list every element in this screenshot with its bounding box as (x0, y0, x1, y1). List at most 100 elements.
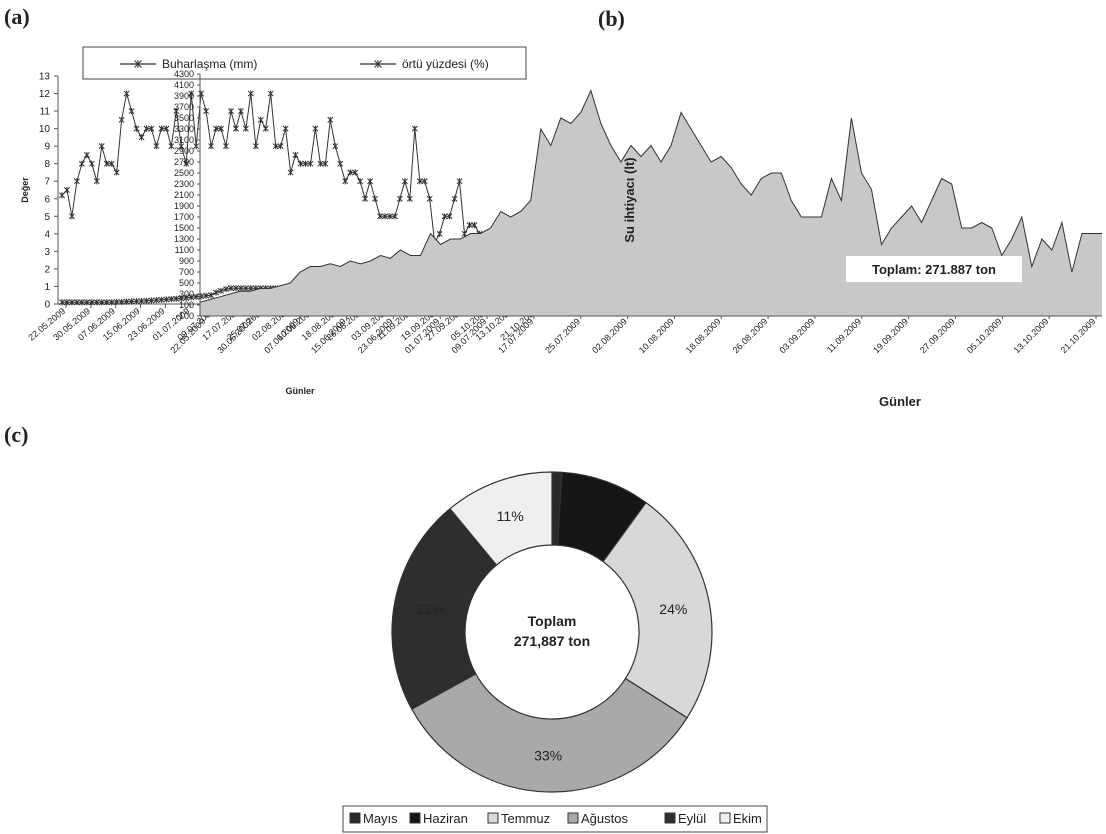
data-point-a (332, 143, 339, 150)
data-point-a (123, 90, 130, 97)
donut-slice-2 (602, 501, 713, 719)
data-point-a (173, 295, 180, 302)
annotation-total-b: Toplam: 271.887 ton (872, 262, 996, 277)
y-tick-label-b: 1700 (174, 212, 194, 222)
data-point-a (68, 299, 75, 306)
y-tick-label-a: 11 (40, 107, 51, 118)
y-tick-label-a: 3 (44, 247, 50, 258)
legend-swatch-c-5 (719, 812, 731, 824)
data-point-a (168, 295, 175, 303)
data-point-a (247, 285, 254, 292)
data-point-a (59, 192, 65, 199)
y-tick-label-b: 1300 (174, 234, 194, 244)
data-point-a (173, 107, 180, 115)
data-point-a (382, 213, 388, 220)
y-tick-label-a: 6 (44, 194, 50, 205)
data-point-a (327, 116, 334, 123)
panel-label-a: (a) (4, 4, 30, 29)
y-tick-label-b: 1500 (174, 223, 194, 233)
data-point-a (118, 116, 125, 123)
data-point-a (441, 213, 448, 220)
data-point-a (312, 125, 319, 132)
legend-label-0: Buharlaşma (mm) (162, 57, 257, 71)
data-point-a (208, 292, 215, 299)
y-tick-label-b: 3300 (174, 124, 194, 134)
data-point-a (83, 151, 90, 159)
y-tick-label-a: 5 (44, 212, 50, 223)
y-tick-label-b: 2900 (174, 146, 194, 156)
y-tick-label-b: 4300 (174, 69, 194, 79)
data-point-a (188, 294, 195, 301)
data-point-a (198, 90, 205, 97)
data-point-a (73, 299, 80, 306)
data-point-a (64, 299, 70, 306)
y-tick-label-b: 3100 (174, 135, 194, 145)
y-tick-label-b: 3700 (174, 102, 194, 112)
data-point-a (372, 195, 379, 202)
x-tick-label-b: 25.07.2009 (543, 316, 582, 355)
y-tick-label-b: 3900 (174, 91, 194, 101)
y-tick-label-b: -100 (176, 311, 194, 321)
panel-label-c: (c) (4, 422, 29, 447)
legend-label-c-3: Ağustos (581, 811, 628, 826)
x-tick-label-b: 21.10.2009 (1058, 316, 1097, 355)
legend-label-c-1: Haziran (423, 811, 468, 826)
data-point-a (436, 230, 443, 237)
data-point-a (213, 125, 219, 132)
data-point-a (93, 178, 100, 185)
data-point-a (252, 143, 259, 150)
data-point-a (98, 143, 105, 150)
data-point-a (88, 299, 95, 306)
y-tick-label-b: 900 (179, 256, 194, 266)
data-point-a (113, 169, 120, 176)
data-point-a (367, 178, 374, 185)
data-point-a (143, 125, 150, 132)
data-point-a (267, 90, 274, 97)
legend-a (82, 46, 527, 80)
legend-swatch-c-3 (567, 812, 579, 824)
y-tick-label-b: 2100 (174, 190, 194, 200)
data-point-a (148, 297, 155, 304)
data-point-a (183, 294, 190, 301)
x-tick-label-b: 18.08.2009 (684, 316, 723, 355)
area-line-b (199, 89, 1102, 303)
data-point-a (158, 296, 165, 303)
donut-slice-3 (410, 673, 688, 793)
data-point-a (471, 221, 478, 229)
data-point-a (78, 160, 85, 167)
data-point-a (153, 297, 160, 304)
data-point-a (237, 107, 244, 115)
y-tick-label-a: 1 (44, 282, 50, 293)
x-tick-label-b: 05.10.2009 (965, 316, 1004, 355)
slice-label-4: 22% (417, 601, 445, 617)
data-point-a (247, 90, 254, 97)
data-point-a (163, 296, 170, 303)
data-point-a (73, 178, 80, 185)
slice-label-5: 11% (497, 508, 524, 524)
data-point-a (188, 90, 195, 97)
y-tick-label-b: 2700 (174, 157, 194, 167)
y-tick-label-b: 2500 (174, 168, 194, 178)
data-point-a (64, 186, 70, 194)
x-tick-label-b: 13.10.2009 (1012, 316, 1051, 355)
data-point-a (297, 160, 304, 167)
data-point-a (133, 298, 140, 305)
data-point-a (322, 160, 329, 167)
x-axis-title-b: Günler (879, 394, 921, 409)
data-point-a (223, 143, 229, 150)
y-tick-label-a: 7 (44, 177, 50, 188)
data-point-a (68, 213, 75, 220)
data-point-a (138, 297, 145, 305)
donut-slice-5 (449, 471, 553, 566)
data-point-a (242, 125, 249, 132)
data-point-a (287, 169, 294, 176)
y-tick-label-b: 1900 (174, 201, 194, 211)
data-point-a (158, 125, 165, 132)
data-point-a (193, 143, 200, 150)
data-point-a (227, 107, 234, 115)
y-axis-title-b: Su ihtiyacı (lt) (622, 157, 637, 242)
y-tick-label-a: 4 (44, 229, 50, 240)
data-point-a (108, 299, 115, 306)
y-tick-label-a: 8 (44, 159, 50, 170)
data-point-a (103, 299, 110, 306)
